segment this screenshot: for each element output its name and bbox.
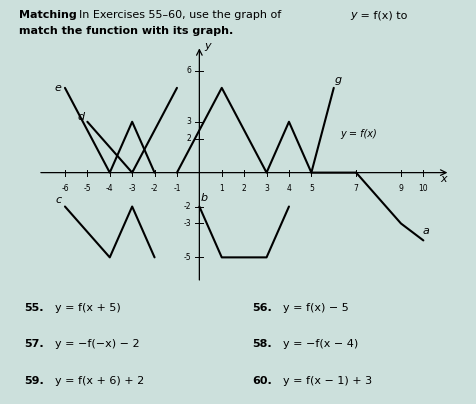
Text: 57.: 57. — [24, 339, 43, 349]
Text: a: a — [422, 226, 429, 236]
Text: 10: 10 — [418, 185, 428, 194]
Text: x: x — [440, 174, 447, 184]
Text: -6: -6 — [61, 185, 69, 194]
Text: 1: 1 — [219, 185, 224, 194]
Text: In Exercises 55–60, use the graph of: In Exercises 55–60, use the graph of — [79, 10, 284, 20]
Text: y = f(x) − 5: y = f(x) − 5 — [283, 303, 349, 313]
Text: 9: 9 — [398, 185, 403, 194]
Text: g: g — [335, 75, 342, 85]
Text: 7: 7 — [354, 185, 358, 194]
Text: = f(x) to: = f(x) to — [357, 10, 407, 20]
Text: 55.: 55. — [24, 303, 43, 313]
Text: 3: 3 — [264, 185, 269, 194]
Text: c: c — [55, 195, 61, 205]
Text: 60.: 60. — [252, 376, 272, 386]
Text: match the function with its graph.: match the function with its graph. — [19, 26, 233, 36]
Text: -4: -4 — [106, 185, 114, 194]
Text: e: e — [55, 83, 62, 93]
Text: 56.: 56. — [252, 303, 272, 313]
Text: -1: -1 — [173, 185, 181, 194]
Text: -3: -3 — [184, 219, 191, 228]
Text: y: y — [350, 10, 357, 20]
Text: y = −f(−x) − 2: y = −f(−x) − 2 — [55, 339, 139, 349]
Text: y = f(x + 5): y = f(x + 5) — [55, 303, 120, 313]
Text: 6: 6 — [187, 66, 191, 76]
Text: y = −f(x − 4): y = −f(x − 4) — [283, 339, 358, 349]
Text: y: y — [204, 41, 210, 51]
Text: 4: 4 — [287, 185, 291, 194]
Text: y = f(x + 6) + 2: y = f(x + 6) + 2 — [55, 376, 144, 386]
Text: 58.: 58. — [252, 339, 272, 349]
Text: 2: 2 — [187, 134, 191, 143]
Text: y = f(x − 1) + 3: y = f(x − 1) + 3 — [283, 376, 372, 386]
Text: Matching: Matching — [19, 10, 77, 20]
Text: -2: -2 — [184, 202, 191, 211]
Text: d: d — [77, 112, 84, 122]
Text: y = f(x): y = f(x) — [340, 128, 377, 139]
Text: -5: -5 — [84, 185, 91, 194]
Text: -5: -5 — [184, 253, 191, 262]
Text: 59.: 59. — [24, 376, 43, 386]
Text: 3: 3 — [187, 117, 191, 126]
Text: 5: 5 — [309, 185, 314, 194]
Text: 2: 2 — [242, 185, 247, 194]
Text: b: b — [200, 194, 208, 204]
Text: -3: -3 — [129, 185, 136, 194]
Text: -2: -2 — [151, 185, 159, 194]
